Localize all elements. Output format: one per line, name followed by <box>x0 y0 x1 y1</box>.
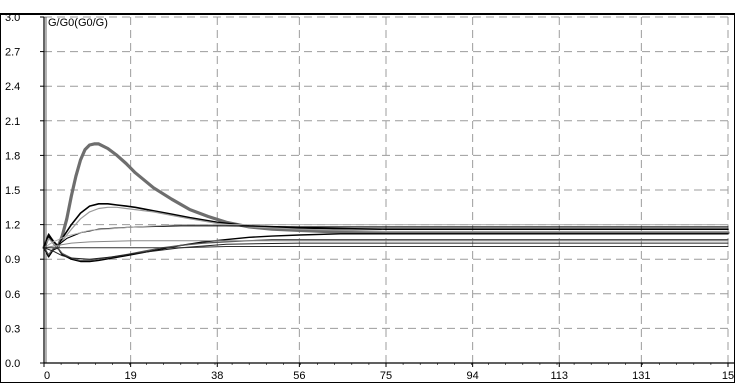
series-line-9[interactable] <box>43 240 729 249</box>
y-tick-label: 1.8 <box>5 150 20 162</box>
y-tick-label: 0.6 <box>5 289 20 301</box>
x-tick-label: 0 <box>44 370 50 382</box>
x-tick-label: 75 <box>380 370 392 382</box>
title-bar <box>0 0 735 14</box>
y-axis-label: G/G0(G0/G) <box>48 17 108 29</box>
y-tick-label: 1.2 <box>5 220 20 232</box>
x-tick-label: 15 <box>722 370 734 382</box>
grid <box>44 16 729 363</box>
x-tick-label: 19 <box>125 370 137 382</box>
y-tick-label: 0.9 <box>5 254 20 266</box>
tick-labels: 0.0 0.3 0.6 0.9 1.2 1.5 1.8 2.1 2.4 2.7 3.0 0 19 38 56… <box>5 12 734 382</box>
x-tick-label: 113 <box>551 370 569 382</box>
x-tick-label: 131 <box>632 370 650 382</box>
series-line-5[interactable] <box>43 224 729 249</box>
y-tick-label: 2.7 <box>5 47 20 59</box>
x-tick-label: 94 <box>467 370 479 382</box>
series-line-10[interactable] <box>43 246 729 249</box>
series-group <box>42 142 730 263</box>
y-tick-label: 2.4 <box>5 81 20 93</box>
y-tick-label: 3.0 <box>5 12 20 24</box>
series-line-1[interactable] <box>42 142 730 250</box>
axes <box>0 14 735 383</box>
y-tick-label: 0.0 <box>5 358 20 370</box>
y-tick-label: 2.1 <box>5 116 20 128</box>
chart-frame <box>0 14 735 383</box>
series-line-6[interactable] <box>43 233 729 263</box>
y-tick-label: 0.3 <box>5 323 20 335</box>
series-line-4[interactable] <box>43 225 729 249</box>
x-tick-label: 56 <box>293 370 305 382</box>
x-tick-label: 38 <box>211 370 223 382</box>
series-line-2[interactable] <box>43 203 729 249</box>
y-tick-label: 1.5 <box>5 185 20 197</box>
